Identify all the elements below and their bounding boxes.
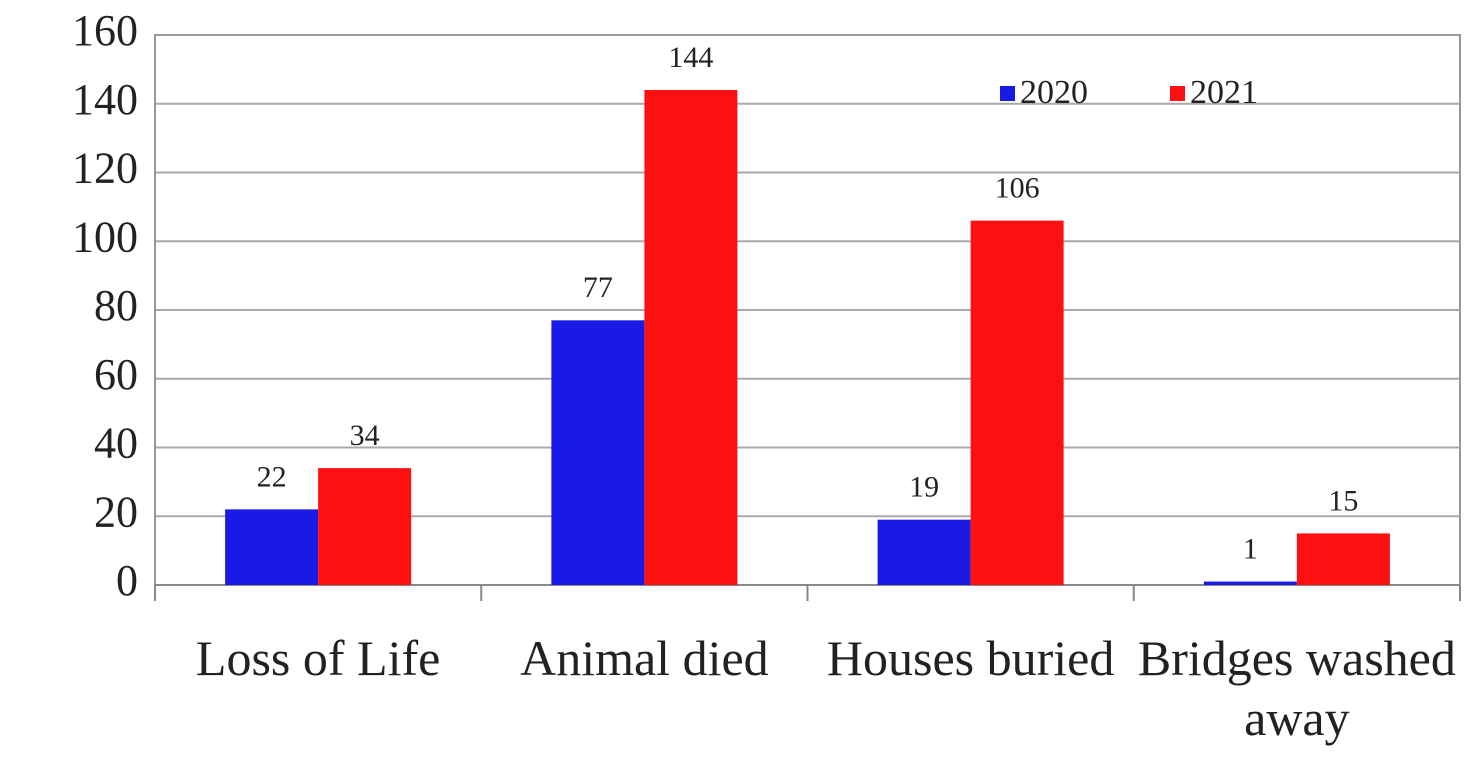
- data-label: 77: [583, 271, 613, 304]
- y-tick-label: 80: [94, 281, 138, 330]
- data-label: 144: [668, 41, 713, 74]
- y-tick-label: 60: [94, 350, 138, 399]
- x-tick-label: Loss of Life: [195, 630, 441, 686]
- data-label: 15: [1328, 484, 1358, 517]
- bar: [1203, 581, 1297, 585]
- bar: [877, 519, 971, 585]
- bar: [1296, 533, 1390, 585]
- x-tick-label: Houses buried: [826, 630, 1115, 686]
- bar: [318, 468, 412, 585]
- x-tick-label: Animal died: [520, 630, 769, 686]
- y-tick-label: 120: [72, 144, 138, 193]
- y-tick-label: 40: [94, 419, 138, 468]
- data-label: 1: [1243, 532, 1258, 565]
- y-tick-label: 140: [72, 75, 138, 124]
- legend-label: 2020: [1020, 74, 1088, 111]
- y-tick-label: 160: [72, 6, 138, 55]
- legend-label: 2021: [1190, 74, 1258, 111]
- bar: [644, 90, 738, 585]
- data-label: 19: [909, 471, 939, 504]
- bar: [970, 220, 1064, 585]
- data-label: 34: [350, 419, 380, 452]
- x-tick-label: Bridges washed away: [1137, 630, 1456, 746]
- legend-swatch: [1170, 86, 1185, 101]
- legend-swatch: [1000, 86, 1015, 101]
- bar: [225, 509, 319, 585]
- data-label: 22: [257, 460, 287, 493]
- y-tick-label: 20: [94, 487, 138, 536]
- y-tick-label: 100: [72, 212, 138, 261]
- data-label: 106: [995, 172, 1040, 205]
- y-tick-label: 0: [116, 556, 138, 605]
- bar: [551, 320, 645, 585]
